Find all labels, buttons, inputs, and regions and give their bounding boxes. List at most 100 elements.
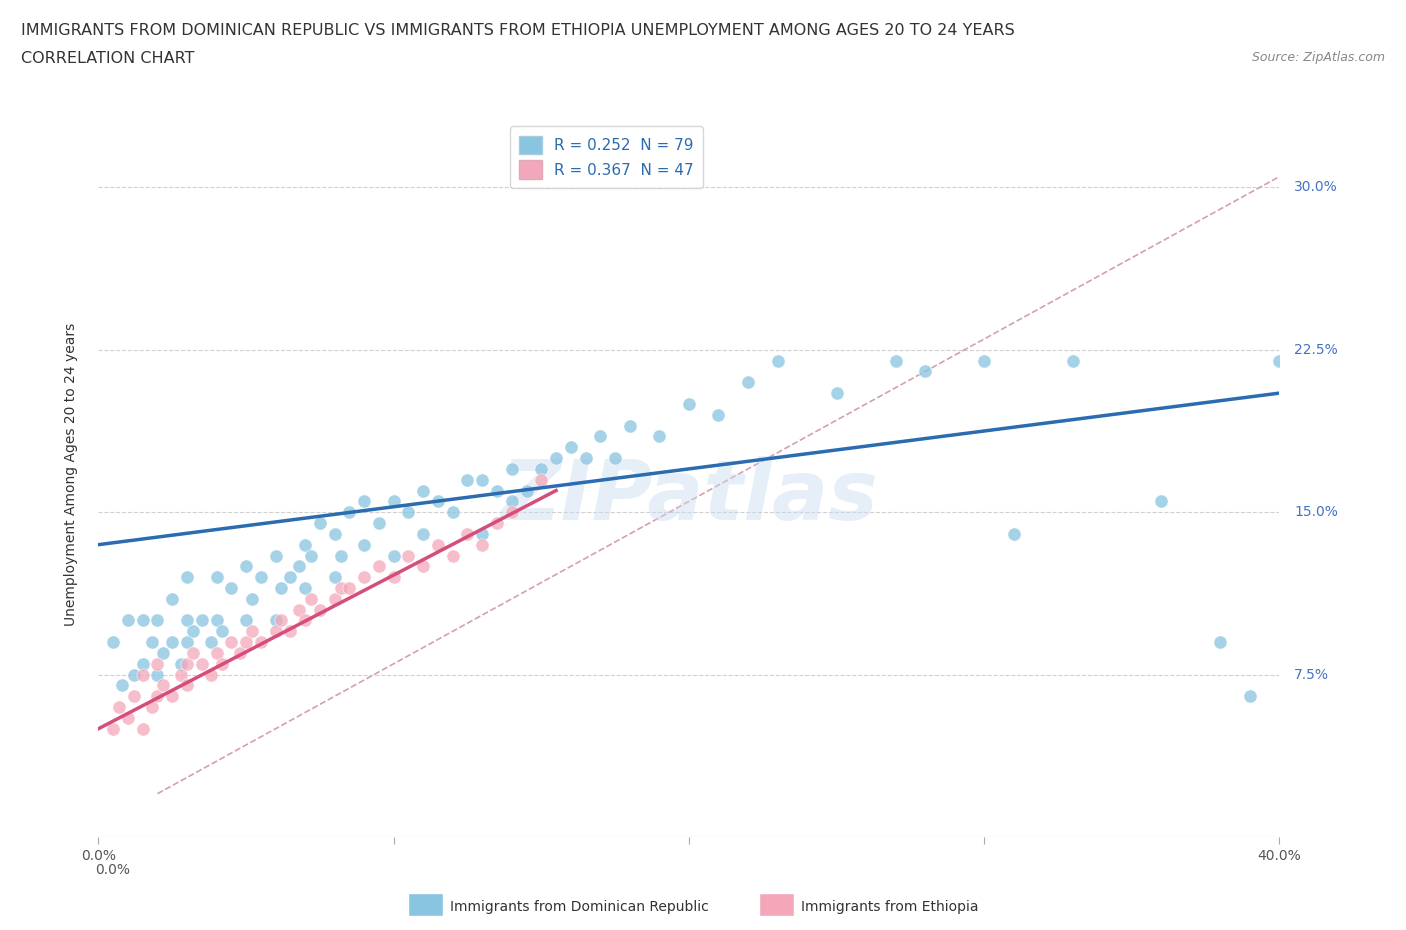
Point <box>181 645 204 660</box>
Point <box>176 634 198 649</box>
Point <box>108 699 131 714</box>
Point <box>264 613 287 628</box>
Point <box>456 526 478 541</box>
Point <box>132 722 155 737</box>
Point <box>294 613 316 628</box>
Point <box>299 548 322 563</box>
Point <box>486 483 509 498</box>
Point <box>278 570 302 585</box>
Point <box>471 526 494 541</box>
Point <box>162 591 183 606</box>
Point <box>501 461 523 476</box>
Point <box>132 613 155 628</box>
Point <box>1268 353 1291 368</box>
Point <box>141 699 163 714</box>
Point <box>323 591 346 606</box>
Point <box>619 418 641 433</box>
Point <box>353 538 375 552</box>
Point <box>412 526 434 541</box>
Point <box>191 613 214 628</box>
Point <box>1062 353 1084 368</box>
Point <box>240 591 263 606</box>
Point <box>235 634 257 649</box>
Point <box>501 494 523 509</box>
Point <box>382 494 405 509</box>
Point <box>211 657 233 671</box>
Point <box>235 559 257 574</box>
Point <box>176 657 198 671</box>
Point <box>250 634 273 649</box>
Point <box>235 613 257 628</box>
Point <box>412 483 434 498</box>
Point <box>170 667 193 682</box>
Point <box>884 353 907 368</box>
Point <box>766 353 789 368</box>
Text: 15.0%: 15.0% <box>1294 505 1339 519</box>
Point <box>1002 526 1025 541</box>
Point <box>412 559 434 574</box>
Point <box>181 624 204 639</box>
Point <box>162 634 183 649</box>
Point <box>229 645 252 660</box>
Point <box>278 624 302 639</box>
Text: 22.5%: 22.5% <box>1294 343 1339 357</box>
Point <box>211 624 233 639</box>
Point <box>176 613 198 628</box>
Point <box>1209 634 1232 649</box>
Point <box>382 548 405 563</box>
Point <box>162 689 183 704</box>
Point <box>648 429 671 444</box>
Point <box>152 678 174 693</box>
Point <box>270 613 292 628</box>
Point <box>353 494 375 509</box>
Text: Immigrants from Ethiopia: Immigrants from Ethiopia <box>801 899 979 914</box>
Point <box>200 634 222 649</box>
Text: Immigrants from Dominican Republic: Immigrants from Dominican Republic <box>450 899 709 914</box>
Point <box>323 570 346 585</box>
Point <box>176 678 198 693</box>
Point <box>486 515 509 530</box>
Point <box>294 580 316 595</box>
Point <box>368 559 391 574</box>
Point <box>152 645 174 660</box>
Point <box>146 689 169 704</box>
Point <box>605 451 627 466</box>
Point <box>200 667 222 682</box>
Y-axis label: Unemployment Among Ages 20 to 24 years: Unemployment Among Ages 20 to 24 years <box>63 323 77 626</box>
Point <box>103 634 125 649</box>
Point <box>205 613 228 628</box>
Text: ZIPatlas: ZIPatlas <box>501 456 877 537</box>
Point <box>323 526 346 541</box>
Point <box>146 613 169 628</box>
Point <box>288 559 311 574</box>
Text: CORRELATION CHART: CORRELATION CHART <box>21 51 194 66</box>
Point <box>737 375 759 390</box>
Point <box>825 386 848 401</box>
Text: 0.0%: 0.0% <box>96 862 131 877</box>
Point <box>515 483 537 498</box>
Point <box>146 657 169 671</box>
Point <box>309 603 332 618</box>
Point <box>1150 494 1173 509</box>
Point <box>117 711 139 725</box>
Point <box>530 461 553 476</box>
Point <box>471 472 494 487</box>
Point <box>122 689 145 704</box>
Point <box>250 570 273 585</box>
Legend: R = 0.252  N = 79, R = 0.367  N = 47: R = 0.252 N = 79, R = 0.367 N = 47 <box>510 126 703 188</box>
Point <box>441 505 464 520</box>
Point <box>973 353 995 368</box>
Point <box>560 440 582 455</box>
Point <box>329 548 352 563</box>
Point <box>427 538 450 552</box>
Point <box>329 580 352 595</box>
Point <box>1239 689 1261 704</box>
Point <box>707 407 730 422</box>
Point <box>441 548 464 563</box>
Point <box>219 634 242 649</box>
Point <box>353 570 375 585</box>
Point <box>219 580 242 595</box>
Text: Source: ZipAtlas.com: Source: ZipAtlas.com <box>1251 51 1385 64</box>
Point <box>117 613 139 628</box>
Point <box>270 580 292 595</box>
